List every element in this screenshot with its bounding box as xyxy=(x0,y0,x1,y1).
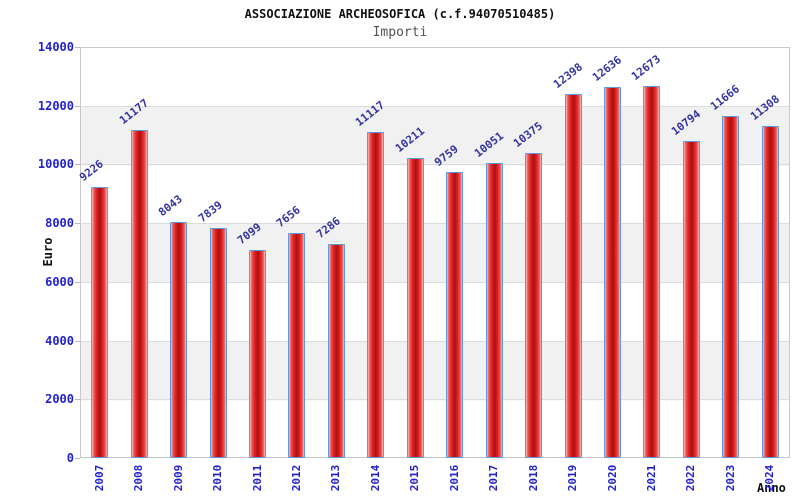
x-tick-label: 2010 xyxy=(211,464,225,492)
x-tick-label: 2012 xyxy=(289,464,303,492)
bar xyxy=(682,141,700,458)
bar xyxy=(643,86,661,458)
bar xyxy=(604,87,621,458)
y-axis-tickmark xyxy=(75,281,80,283)
x-tick-label: 2011 xyxy=(250,464,264,492)
bar xyxy=(367,131,385,458)
chart-title: ASSOCIAZIONE ARCHEOSOFICA (c.f.940705104… xyxy=(244,7,556,21)
horizontal-gridline xyxy=(81,399,789,401)
x-tick-label: 2015 xyxy=(408,464,422,492)
x-tick-label: 2022 xyxy=(684,464,698,492)
bar xyxy=(722,115,740,458)
y-axis-tickmark xyxy=(75,340,80,342)
x-tick-label: 2021 xyxy=(644,464,658,492)
y-tick-label: 6000 xyxy=(45,274,74,289)
y-tick-label: 12000 xyxy=(37,98,74,113)
x-tick-label: 2018 xyxy=(526,464,540,492)
x-tick-label: 2013 xyxy=(329,464,343,492)
bar xyxy=(209,227,227,458)
y-tick-label: 10000 xyxy=(37,157,74,172)
y-tick-label: 14000 xyxy=(37,40,74,54)
y-axis-label: Euro xyxy=(41,237,55,267)
y-axis-tickmark xyxy=(75,458,80,459)
x-tick-label: 2023 xyxy=(723,464,737,492)
horizontal-gridline xyxy=(81,223,789,225)
y-tick-label: 4000 xyxy=(45,333,74,348)
x-tick-label: 2014 xyxy=(368,464,382,492)
bar xyxy=(485,162,503,458)
chart-subtitle: Importi xyxy=(372,25,428,40)
x-tick-label: 2008 xyxy=(132,464,146,492)
y-axis-tickmark xyxy=(75,164,80,166)
bar xyxy=(288,233,306,458)
horizontal-gridline xyxy=(81,340,789,342)
bar xyxy=(406,158,424,458)
bar xyxy=(564,94,582,458)
horizontal-gridline xyxy=(81,281,789,283)
x-tick-label: 2016 xyxy=(447,464,461,492)
bar xyxy=(525,153,543,458)
x-tick-label: 2020 xyxy=(605,464,619,492)
bar xyxy=(327,244,345,458)
bar xyxy=(170,221,188,458)
y-axis-tickmark xyxy=(75,399,80,401)
y-axis-tickmark xyxy=(75,223,80,225)
bar xyxy=(249,249,266,458)
bar xyxy=(446,171,464,458)
y-tick-label: 2000 xyxy=(45,392,74,407)
x-axis-label: Anno xyxy=(757,481,786,495)
bar xyxy=(761,126,779,458)
plot-area xyxy=(80,47,790,458)
x-tick-label: 2024 xyxy=(763,464,777,492)
bar xyxy=(91,187,109,458)
x-tick-label: 2017 xyxy=(487,464,501,492)
x-tick-label: 2007 xyxy=(92,464,106,492)
x-tick-label: 2009 xyxy=(171,464,185,492)
horizontal-gridline xyxy=(81,164,789,166)
y-axis-tickmark xyxy=(75,105,80,107)
bar xyxy=(130,129,148,458)
horizontal-gridline xyxy=(81,105,789,107)
x-tick-label: 2019 xyxy=(566,464,580,492)
y-tick-label: 8000 xyxy=(45,216,74,231)
y-tick-label: 0 xyxy=(66,451,74,465)
y-axis-tickmark xyxy=(75,47,80,48)
